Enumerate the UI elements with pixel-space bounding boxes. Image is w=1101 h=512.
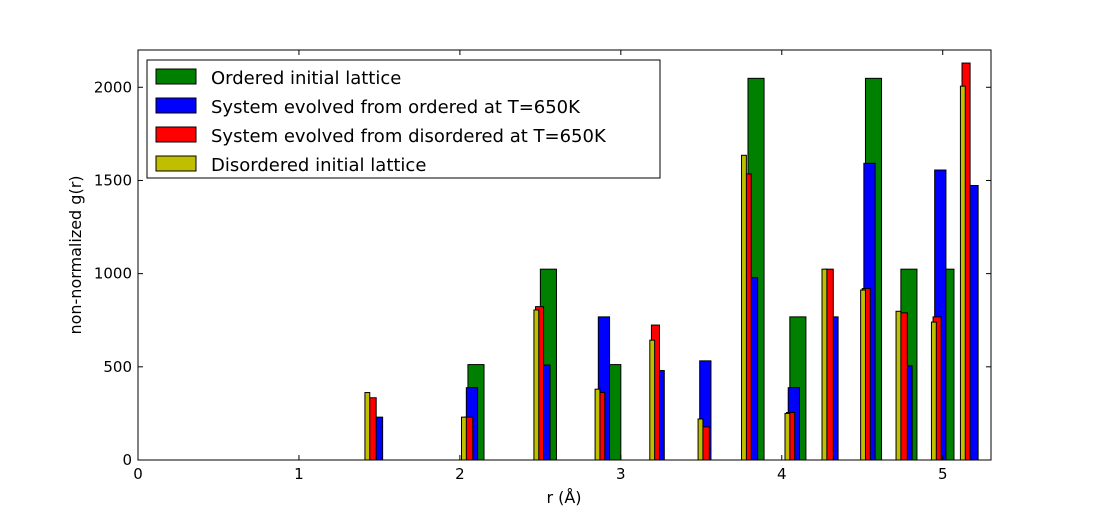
bar-series-4-9 bbox=[821, 268, 828, 461]
x-axis-ticks: 0 1 2 3 4 5 bbox=[133, 50, 947, 483]
y-axis-label: non-normalized g(r) bbox=[66, 175, 85, 334]
legend-label-3: System evolved from disordered at T=650K bbox=[211, 126, 607, 147]
bar-series-4-1 bbox=[364, 392, 371, 461]
bar-series-4-11 bbox=[895, 310, 902, 461]
y-tick-label: 1500 bbox=[94, 171, 132, 189]
bar-series-4-3 bbox=[533, 309, 540, 461]
bar-series-4-7 bbox=[741, 154, 747, 461]
legend-swatch-4 bbox=[155, 155, 197, 172]
x-tick-label: 4 bbox=[777, 465, 787, 483]
x-tick-label: 3 bbox=[616, 465, 626, 483]
x-tick-label: 1 bbox=[294, 465, 304, 483]
bar-series-4-12 bbox=[930, 321, 937, 461]
y-tick-label: 1000 bbox=[94, 265, 132, 283]
legend-box bbox=[146, 59, 661, 179]
bar-series-4-13 bbox=[959, 85, 966, 461]
bar-series-4-5 bbox=[649, 339, 656, 461]
legend-label-4: Disordered initial lattice bbox=[211, 155, 426, 176]
bar-series-4-6 bbox=[697, 418, 704, 461]
y-tick-label: 500 bbox=[103, 358, 132, 376]
legend-swatch-1 bbox=[155, 68, 197, 85]
bar-series-4-8 bbox=[784, 412, 791, 461]
x-tick-label: 5 bbox=[938, 465, 948, 483]
legend: Ordered initial lattice System evolved fr… bbox=[146, 59, 661, 179]
y-axis-ticks: 0 500 1000 1500 2000 bbox=[94, 78, 991, 469]
legend-label-2: System evolved from ordered at T=650K bbox=[211, 97, 581, 118]
bar-series-4-10 bbox=[860, 289, 866, 461]
legend-swatch-2 bbox=[155, 97, 197, 114]
y-tick-label: 0 bbox=[122, 451, 132, 469]
bars-layer bbox=[364, 62, 979, 461]
x-axis-label: r (Å) bbox=[546, 488, 581, 507]
x-tick-label: 2 bbox=[455, 465, 465, 483]
plot-frame bbox=[137, 49, 992, 461]
y-tick-label: 2000 bbox=[94, 78, 132, 96]
x-tick-label: 0 bbox=[133, 465, 143, 483]
legend-label-1: Ordered initial lattice bbox=[211, 68, 401, 89]
bar-series-4-4 bbox=[594, 388, 601, 461]
bar-series-4-2 bbox=[461, 416, 467, 461]
legend-swatch-3 bbox=[155, 126, 197, 143]
